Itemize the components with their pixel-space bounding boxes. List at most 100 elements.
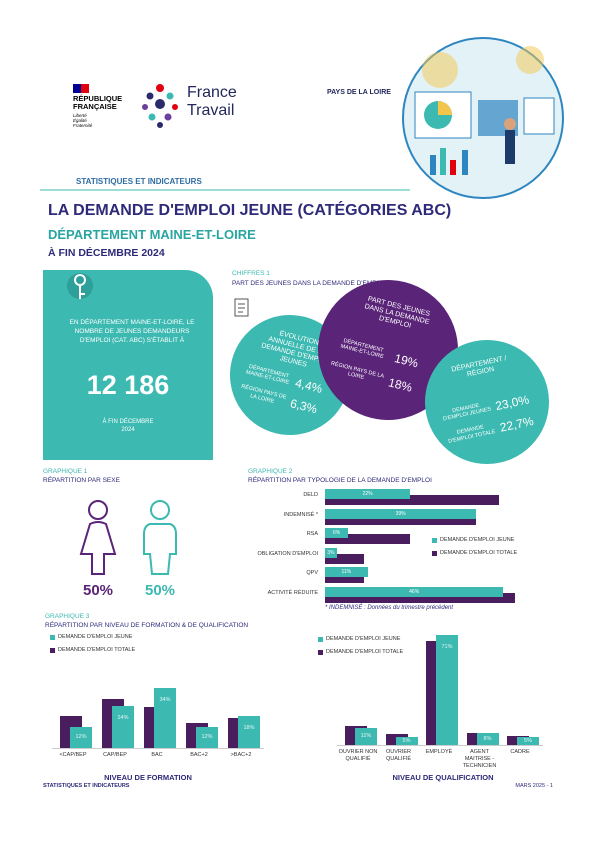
- category-label: QPV: [306, 570, 318, 577]
- title: LA DEMANDE D'EMPLOI JEUNE (CATÉGORIES AB…: [48, 202, 452, 219]
- bar-value-label: 6%: [333, 530, 341, 537]
- male-share: 50%: [144, 582, 176, 599]
- figures-title: PART DES JEUNES DANS LA DEMANDE D'EMPLOI: [232, 280, 388, 287]
- legend-swatch: [432, 538, 437, 543]
- chart-label: GRAPHIQUE 2: [248, 468, 293, 475]
- figures-label: CHIFFRES 1: [232, 270, 270, 277]
- bubble-row-label: DEMANDE D'EMPLOI TOTALE: [447, 424, 496, 445]
- bar-value-label: 71%: [441, 644, 453, 650]
- republique-line: RÉPUBLIQUE: [73, 94, 123, 103]
- doc-icon: [234, 298, 249, 317]
- bar-value-label: 3%: [327, 549, 335, 556]
- category-label: OUVRIER QUALIFIÉ: [385, 749, 412, 762]
- legend-swatch: [432, 551, 437, 556]
- footer-left: STATISTIQUES ET INDICATEURS: [43, 783, 130, 789]
- chart-label: GRAPHIQUE 3: [45, 613, 90, 620]
- bar-value-label: 12%: [75, 734, 87, 741]
- bar: [325, 514, 477, 525]
- brand-line: France: [187, 84, 237, 101]
- bar-value-label: 22%: [362, 491, 373, 497]
- graph1-title: RÉPARTITION PAR SEXE: [43, 477, 120, 484]
- key-text: EN DÉPARTEMENT MAINE-ET-LOIRE, LE NOMBRE…: [69, 319, 195, 344]
- bubble-row-label: DEMANDE D'EMPLOI JEUNES: [442, 402, 492, 423]
- key-date: À FIN DÉCEMBRE 2024: [43, 418, 213, 434]
- category-label: CADRE: [510, 749, 530, 755]
- x-axis: [52, 748, 264, 749]
- bar-value-label: 8%: [483, 735, 492, 742]
- female-share: 50%: [82, 582, 114, 599]
- bar: [355, 727, 377, 745]
- legend-swatch: [50, 648, 55, 653]
- bar: [325, 573, 364, 584]
- date: À FIN DÉCEMBRE 2024: [48, 247, 165, 259]
- key-icon: [67, 273, 93, 299]
- category-label: CAP/BEP: [103, 752, 127, 758]
- bubble-title: PART DES JEUNES DANS LA DEMANDE D'EMPLOI: [363, 296, 431, 331]
- bar: [325, 495, 500, 505]
- bubble-row-value: 22,7%: [498, 413, 535, 435]
- bar-value-label: 11%: [360, 733, 372, 740]
- bubble-row-value: 23,0%: [494, 392, 531, 413]
- category-label: BAC: [151, 752, 163, 758]
- bar: [476, 732, 499, 745]
- bar: [325, 593, 515, 603]
- category-label: OBLIGATION D'EMPLOI: [257, 550, 318, 557]
- bar: [325, 567, 368, 578]
- devise: Liberté Égalité Fraternité: [73, 113, 92, 128]
- bubble-row-label: RÉGION PAYS DE LA LOIRE: [330, 360, 385, 382]
- category-label: <CAP/BEP: [59, 752, 87, 758]
- bar: [436, 635, 458, 745]
- bar-value-label: 11%: [341, 569, 352, 576]
- brand-dots: [142, 84, 178, 128]
- bar-value-label: 5%: [402, 738, 411, 745]
- legend-label: DEMANDE D'EMPLOI TOTALE: [440, 550, 518, 556]
- category-label: OUVRIER NON QUALIFIÉ: [338, 749, 378, 762]
- devise-line: Liberté: [73, 113, 87, 118]
- bubble-row-value: 19%: [393, 350, 420, 371]
- key-date-line: À FIN DÉCEMBRE: [102, 419, 154, 425]
- key-date-line: 2024: [121, 427, 135, 433]
- bar: [325, 547, 337, 558]
- bar: [325, 534, 411, 545]
- bar: [196, 726, 218, 748]
- subtitle: DÉPARTEMENT MAINE-ET-LOIRE: [48, 227, 256, 242]
- key-box: [43, 270, 213, 460]
- bar-value-label: 39%: [395, 510, 406, 517]
- bubble-row-label: DÉPARTEMENT MAINE-ET-LOIRE: [339, 337, 385, 361]
- region: PAYS DE LA LOIRE: [327, 89, 391, 96]
- bubble-row-value: 4,4%: [293, 375, 324, 396]
- section: STATISTIQUES ET INDICATEURS: [76, 177, 202, 186]
- chart-title: RÉPARTITION PAR TYPOLOGIE DE LA DEMANDE …: [248, 477, 432, 484]
- category-label: ACTIVITÉ RÉDUITE: [267, 590, 318, 596]
- bubble-row-label: DÉPARTEMENT MAINE-ET-LOIRE: [245, 363, 290, 387]
- bar: [112, 705, 134, 748]
- bar: [325, 528, 349, 539]
- bar: [154, 688, 176, 748]
- graph1-label: GRAPHIQUE 1: [43, 468, 88, 475]
- category-label: AGENT MAITRISE - TECHNICIEN: [462, 749, 497, 769]
- category-label: EMPLOYÉ: [425, 749, 453, 755]
- legend-label: DEMANDE D'EMPLOI JEUNE: [58, 634, 133, 640]
- legend-label: DEMANDE D'EMPLOI JEUNE: [326, 636, 401, 642]
- female-icon: [79, 500, 117, 575]
- footer-right: MARS 2025 - 1: [515, 783, 553, 789]
- devise-line: Égalité: [73, 118, 87, 123]
- x-axis: [337, 745, 543, 746]
- bubble-row-value: 6,3%: [288, 396, 319, 417]
- bar-value-label: 12%: [201, 734, 213, 741]
- sex-icons: [79, 500, 177, 575]
- category-label: DELD: [303, 492, 318, 498]
- legend-label: DEMANDE D'EMPLOI TOTALE: [326, 649, 404, 655]
- bar: [325, 489, 411, 499]
- category-label: >BAC+2: [230, 752, 252, 758]
- bar-value-label: 5%: [524, 738, 532, 745]
- legend-label: DEMANDE D'EMPLOI JEUNE: [440, 537, 515, 543]
- brand: France Travail: [187, 84, 237, 120]
- chart-note: * INDEMNISÉ : Données du trimestre précé…: [325, 605, 454, 611]
- bubble-row-label: RÉGION PAYS DE LA LOIRE: [240, 384, 287, 405]
- devise-line: Fraternité: [73, 123, 93, 128]
- male-icon: [143, 500, 177, 575]
- key-value: 12 186: [86, 370, 170, 400]
- bar: [325, 508, 477, 519]
- bar-value-label: 46%: [409, 589, 420, 595]
